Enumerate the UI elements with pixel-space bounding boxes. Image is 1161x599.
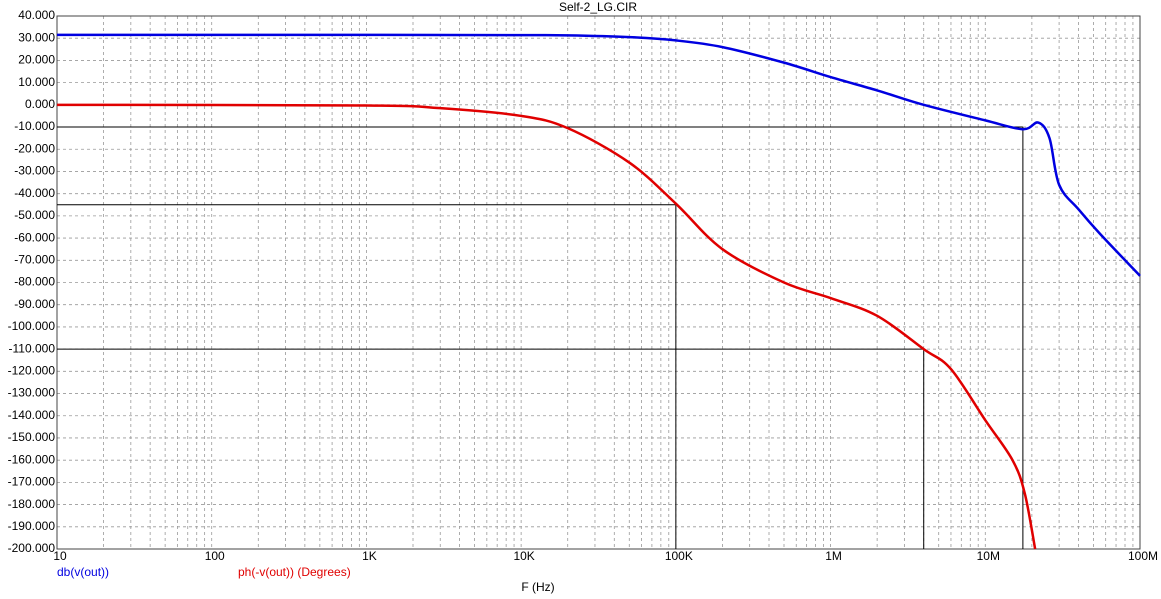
legend-entry: ph(-v(out)) (Degrees): [238, 565, 351, 579]
chart-title: Self-2_LG.CIR: [559, 0, 637, 14]
x-axis-label: F (Hz): [521, 580, 554, 594]
y-tick-label: -60.000: [14, 230, 55, 244]
y-tick-label: 20.000: [18, 53, 55, 67]
y-tick-label: 40.000: [18, 8, 55, 22]
y-tick-label: -180.000: [8, 497, 56, 511]
x-tick-label: 100M: [1128, 549, 1158, 563]
y-tick-label: -160.000: [8, 452, 56, 466]
plot-frame: [56, 15, 1141, 550]
y-tick-label: -50.000: [14, 208, 55, 222]
y-tick-label: -130.000: [8, 386, 56, 400]
y-tick-label: -110.000: [9, 341, 56, 355]
y-tick-label: -30.000: [14, 164, 55, 178]
y-tick-label: -140.000: [8, 408, 56, 422]
y-tick-label: -70.000: [14, 252, 55, 266]
x-tick-label: 10: [53, 549, 67, 563]
y-tick-label: -120.000: [8, 364, 56, 378]
x-tick-label: 10M: [977, 549, 1000, 563]
y-tick-label: 30.000: [18, 30, 55, 44]
y-tick-label: -100.000: [8, 319, 56, 333]
y-tick-label: -190.000: [8, 519, 56, 533]
y-tick-label: -150.000: [8, 430, 56, 444]
y-tick-label: -40.000: [14, 186, 55, 200]
series-line: [56, 33, 1141, 277]
x-tick-label: 1M: [825, 549, 842, 563]
x-tick-label: 1K: [362, 549, 377, 563]
y-tick-label: 10.000: [18, 75, 55, 89]
y-tick-label: -90.000: [14, 297, 55, 311]
y-tick-label: -10.000: [14, 119, 55, 133]
x-tick-label: 100K: [665, 549, 693, 563]
y-tick-label: -80.000: [14, 275, 55, 289]
x-tick-label: 100: [205, 549, 225, 563]
y-tick-label: -200.000: [8, 541, 56, 555]
x-tick-label: 10K: [513, 549, 534, 563]
y-tick-label: 0.000: [25, 97, 55, 111]
y-tick-label: -20.000: [14, 141, 55, 155]
legend-entry: db(v(out)): [57, 565, 109, 579]
series-line: [56, 103, 1037, 550]
y-tick-label: -170.000: [8, 475, 56, 489]
